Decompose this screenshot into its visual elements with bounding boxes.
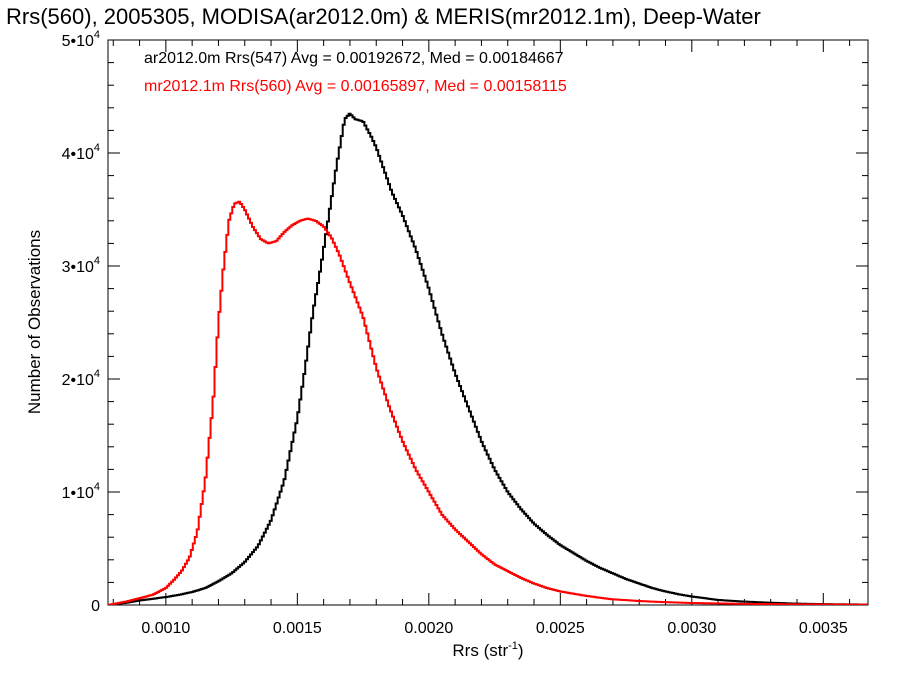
y-tick-label: 3•104 bbox=[62, 255, 100, 276]
x-tick-label: 0.0020 bbox=[404, 620, 453, 637]
x-axis-label: Rrs (str-1) bbox=[452, 640, 523, 660]
y-axis-label: Number of Observations bbox=[25, 230, 44, 414]
x-tick-label: 0.0015 bbox=[273, 620, 322, 637]
series-ar2012-line bbox=[108, 112, 868, 605]
y-axis: 0 1•104 2•104 3•104 4•104 5•104 bbox=[62, 29, 868, 615]
x-tick-label: 0.0025 bbox=[536, 620, 585, 637]
x-tick-label: 0.0010 bbox=[141, 620, 190, 637]
y-tick-label: 4•104 bbox=[62, 142, 100, 163]
x-tick-label: 0.0030 bbox=[667, 620, 716, 637]
plot-frame bbox=[107, 39, 869, 606]
chart-title: Rrs(560), 2005305, MODISA(ar2012.0m) & M… bbox=[6, 4, 761, 29]
y-tick-label: 2•104 bbox=[62, 368, 100, 389]
series-layer bbox=[108, 112, 868, 605]
y-tick-label: 5•104 bbox=[62, 29, 100, 50]
legend: ar2012.0m Rrs(547) Avg = 0.00192672, Med… bbox=[144, 50, 567, 95]
legend-entry-mr2012: mr2012.1m Rrs(560) Avg = 0.00165897, Med… bbox=[144, 78, 567, 95]
legend-entry-ar2012: ar2012.0m Rrs(547) Avg = 0.00192672, Med… bbox=[144, 50, 564, 67]
series-mr2012-line bbox=[108, 200, 868, 605]
y-tick-label: 0 bbox=[91, 598, 100, 615]
x-tick-label: 0.0035 bbox=[799, 620, 848, 637]
x-axis: 0.0010 0.0015 0.0020 0.0025 0.0030 0.0035 bbox=[112, 40, 851, 637]
y-tick-label: 1•104 bbox=[62, 481, 100, 502]
